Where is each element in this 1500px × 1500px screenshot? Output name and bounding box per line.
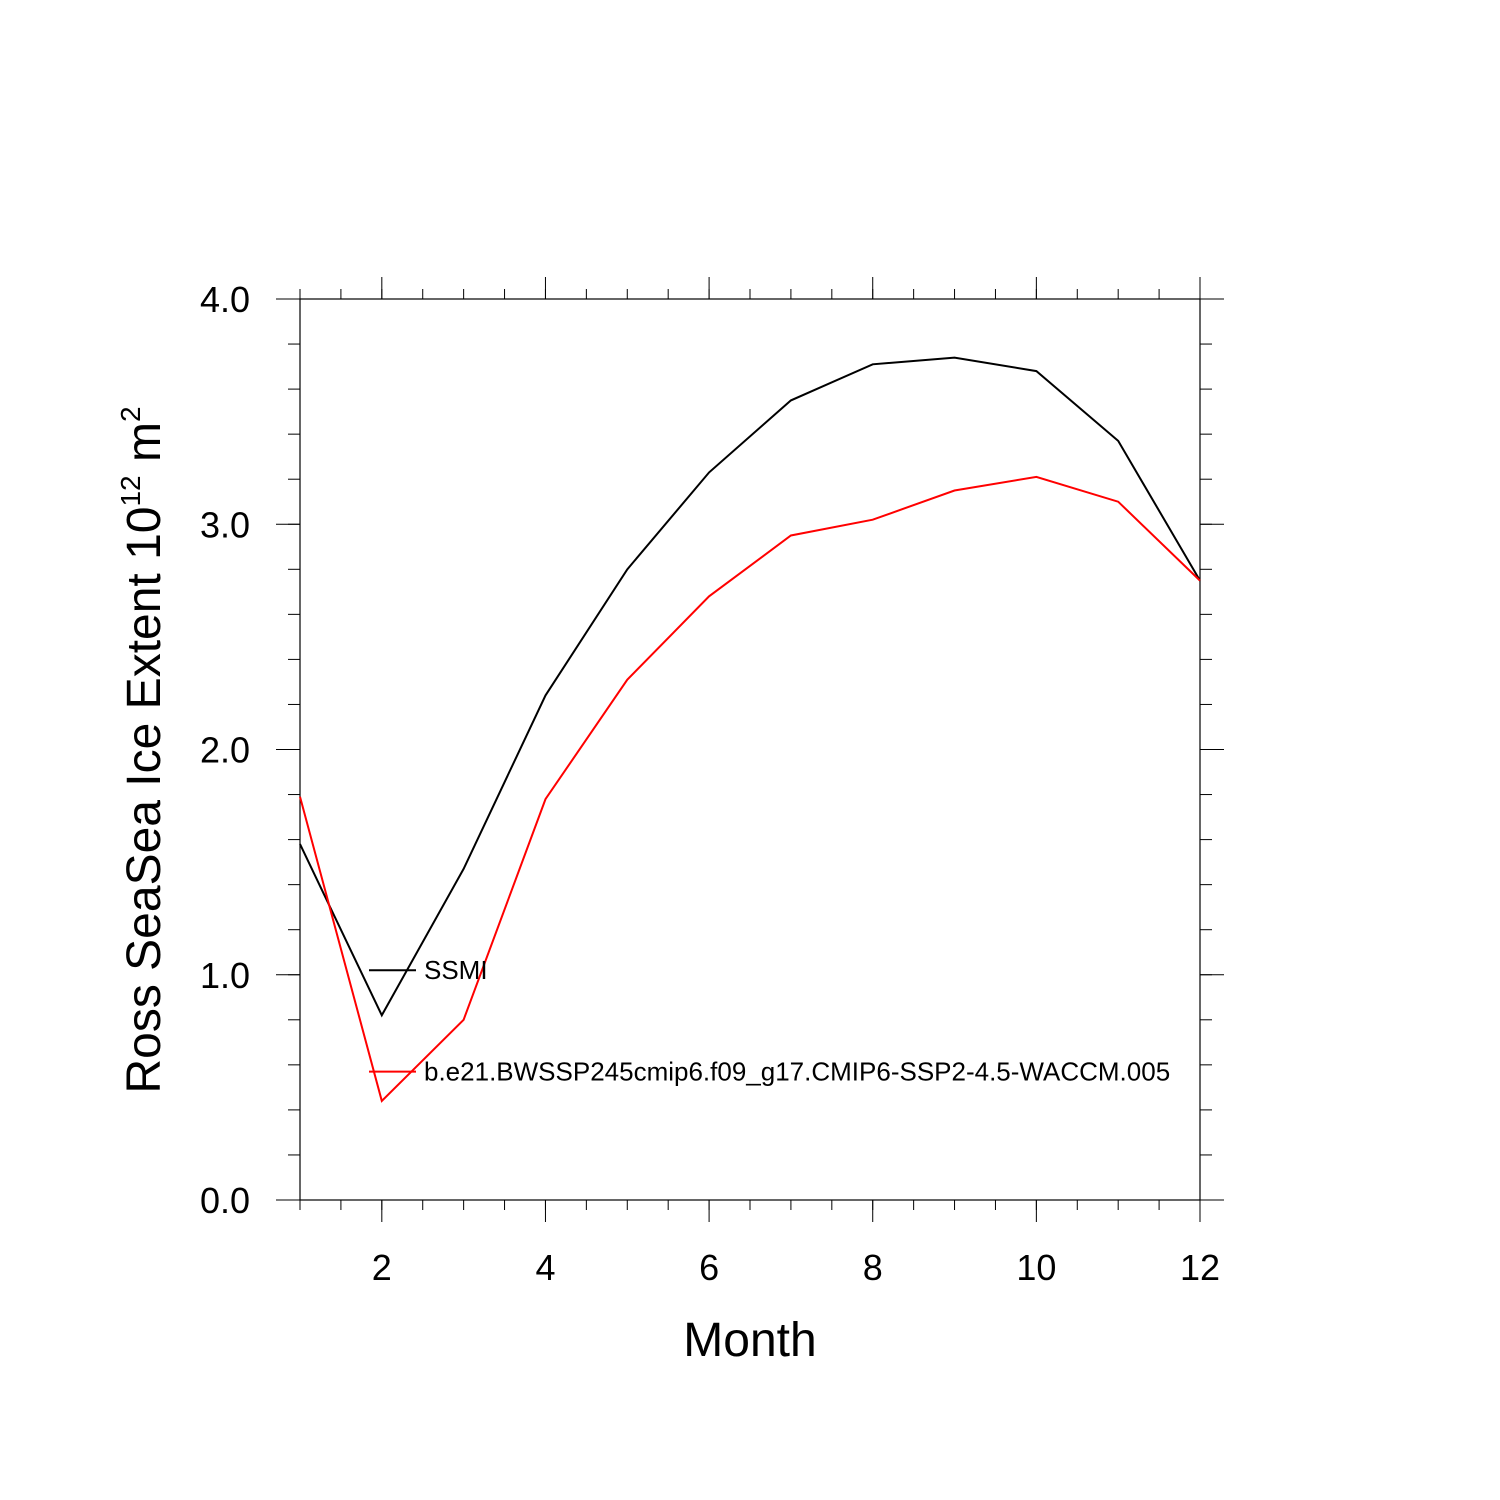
- series-line-2: [299, 475, 1201, 1103]
- y-axis-title-unit-exponent: 2: [115, 406, 146, 422]
- y-tick-label: 3.0: [200, 504, 250, 545]
- x-tick-label: 2: [372, 1247, 392, 1288]
- y-tick-label: 1.0: [200, 955, 250, 996]
- series-lines: [299, 356, 1201, 1103]
- legend: SSMI b.e21.BWSSP245cmip6.f09_g17.CMIP6-SS…: [369, 955, 1170, 1087]
- plot-frame: [299, 298, 1201, 1201]
- x-tick-label: 12: [1180, 1247, 1220, 1288]
- x-tick-label: 6: [699, 1247, 719, 1288]
- x-tick-label: 8: [863, 1247, 883, 1288]
- x-tick-label: 10: [1016, 1247, 1056, 1288]
- major-ticks: [276, 277, 1224, 1222]
- y-tick-label: 4.0: [200, 279, 250, 320]
- x-axis-title: Month: [683, 1314, 816, 1367]
- y-tick-label: 0.0: [200, 1180, 250, 1221]
- legend-label-1: SSMI: [424, 955, 488, 985]
- y-axis-title: Ross SeaSea Ice Extent 1012 m2: [115, 406, 171, 1093]
- tick-labels: 2 4 6 8 10 12 0.0 1.0 2.0 3.0 4.0: [200, 279, 1220, 1288]
- y-axis-title-unit: m: [118, 422, 171, 475]
- y-axis-title-exponent: 12: [115, 475, 146, 506]
- x-tick-label: 4: [535, 1247, 555, 1288]
- series-line-1: [299, 356, 1201, 1018]
- legend-label-2: b.e21.BWSSP245cmip6.f09_g17.CMIP6-SSP2-4…: [424, 1057, 1170, 1087]
- y-axis-title-text: Ross SeaSea Ice Extent 10: [118, 507, 171, 1094]
- y-tick-label: 2.0: [200, 730, 250, 771]
